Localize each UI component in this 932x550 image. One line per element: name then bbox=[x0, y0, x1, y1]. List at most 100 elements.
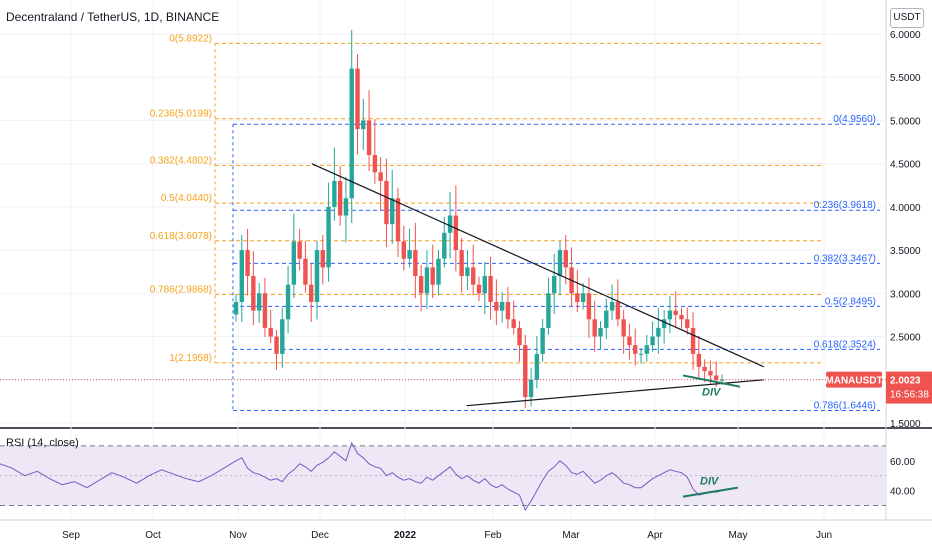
candle-body bbox=[401, 241, 406, 259]
fib-level-label: 0.786(1.6446) bbox=[814, 401, 876, 412]
x-tick-label: Mar bbox=[562, 530, 580, 541]
fib-level-label: 0.236(3.9618) bbox=[814, 200, 876, 211]
symbol-tag bbox=[826, 371, 882, 388]
candle-body bbox=[407, 250, 412, 259]
candle-body bbox=[702, 366, 707, 372]
fib-level-label: 0.382(3.3467) bbox=[814, 253, 876, 264]
candle-body bbox=[586, 293, 592, 320]
x-tick-label: Dec bbox=[311, 530, 329, 541]
candle-body bbox=[320, 250, 325, 268]
rsi-band-fill bbox=[0, 445, 886, 506]
candle-body bbox=[384, 180, 389, 225]
candle-body bbox=[361, 120, 366, 130]
candle-body bbox=[633, 345, 638, 354]
candle-body bbox=[592, 319, 597, 337]
candle-body bbox=[280, 319, 285, 354]
candle-body bbox=[262, 293, 268, 328]
candle-body bbox=[708, 371, 713, 376]
fib-retracement-right[interactable]: 0(4.9560) 0.236(3.9618) 0.382(3.3467) 0.5(2… bbox=[232, 114, 880, 412]
candle-body bbox=[378, 172, 383, 181]
x-tick-label: Nov bbox=[229, 530, 247, 541]
trendline[interactable] bbox=[466, 379, 764, 407]
candle-body bbox=[679, 314, 684, 320]
rsi-y-tick-label: 40.00 bbox=[890, 487, 915, 498]
candle-body bbox=[540, 327, 545, 354]
candle-body bbox=[297, 241, 302, 259]
candle-body bbox=[268, 327, 273, 337]
candle-body bbox=[656, 327, 661, 337]
candle-body bbox=[436, 258, 441, 285]
candle-body bbox=[696, 353, 702, 367]
div-label-rsi: DIV bbox=[700, 476, 720, 488]
candle-body bbox=[442, 232, 447, 259]
candle-body bbox=[575, 293, 580, 302]
y-tick-label: 5.5000 bbox=[890, 73, 921, 84]
candle-body bbox=[251, 276, 256, 311]
candle-body bbox=[482, 276, 487, 294]
div-line-price bbox=[682, 374, 741, 388]
currency-button[interactable]: USDT bbox=[890, 8, 924, 28]
y-tick-label: 3.0000 bbox=[890, 289, 921, 300]
y-tick-label: 2.5000 bbox=[890, 333, 921, 344]
candle-body bbox=[580, 293, 586, 302]
axes: 6.0000 5.5000 5.0000 4.5000 4.0000 3.5000 3.00… bbox=[0, 30, 932, 541]
fib-level-label: 0.5(4.0440) bbox=[161, 193, 212, 204]
candle-body bbox=[309, 284, 314, 302]
price-tag-countdown: 16:56:38 bbox=[890, 390, 929, 401]
candle-body bbox=[453, 215, 459, 251]
candle-body bbox=[667, 310, 673, 320]
candle-body bbox=[476, 284, 482, 294]
candle-body bbox=[523, 345, 528, 398]
candle-body bbox=[256, 293, 262, 311]
y-tick-label: 5.0000 bbox=[890, 116, 921, 127]
rsi-y-tick-label: 60.00 bbox=[890, 457, 915, 468]
candle-body bbox=[609, 301, 615, 311]
div-label-price: DIV bbox=[702, 386, 722, 398]
candle-body bbox=[615, 301, 621, 320]
candle-body bbox=[274, 336, 279, 354]
candle-body bbox=[546, 293, 551, 328]
x-tick-label: Oct bbox=[145, 530, 161, 541]
candle-body bbox=[349, 68, 354, 199]
candle-body bbox=[505, 301, 511, 320]
candle-body bbox=[638, 353, 644, 355]
candle-body bbox=[390, 198, 395, 225]
trendlines[interactable] bbox=[311, 163, 765, 407]
candle-body bbox=[355, 68, 360, 130]
candle-body bbox=[673, 310, 678, 315]
candle-body bbox=[621, 319, 626, 337]
candle-body bbox=[418, 276, 424, 294]
candle-body bbox=[499, 301, 505, 311]
candle-body bbox=[337, 180, 343, 216]
candle-body bbox=[557, 250, 563, 277]
candle-body bbox=[690, 327, 696, 354]
trendline[interactable] bbox=[311, 163, 765, 368]
fib-level-label: 0.382(4.4802) bbox=[150, 155, 212, 166]
y-tick-label: 4.0000 bbox=[890, 203, 921, 214]
candle-body bbox=[465, 267, 470, 277]
candle-body bbox=[661, 319, 667, 328]
div-line-rsi bbox=[682, 486, 739, 498]
fib-level-label: 0(4.9560) bbox=[833, 114, 876, 125]
candle-body bbox=[326, 206, 331, 268]
candle-body bbox=[395, 198, 401, 242]
candles bbox=[233, 29, 725, 408]
rsi-line-history bbox=[0, 460, 237, 489]
candle-body bbox=[471, 267, 476, 285]
y-tick-label: 6.0000 bbox=[890, 30, 921, 41]
candle-body bbox=[459, 250, 464, 277]
candle-body bbox=[528, 379, 534, 398]
y-tick-label: 3.5000 bbox=[890, 246, 921, 257]
rsi-title: RSI (14, close) bbox=[6, 437, 79, 449]
fib-retracement-left[interactable]: 0(5.8922) 0.236(5.0199) 0.382(4.4802) 0.5(4… bbox=[150, 33, 822, 364]
div-annotations: DIV DIV bbox=[682, 374, 741, 498]
candle-body bbox=[644, 345, 649, 354]
candle-body bbox=[233, 301, 239, 315]
candle-body bbox=[563, 250, 568, 268]
candle-body bbox=[413, 250, 418, 277]
candle-body bbox=[714, 375, 719, 380]
candle-body bbox=[424, 267, 430, 294]
fib-level-label: 0.618(2.3524) bbox=[814, 339, 876, 350]
x-tick-label: Feb bbox=[484, 530, 502, 541]
